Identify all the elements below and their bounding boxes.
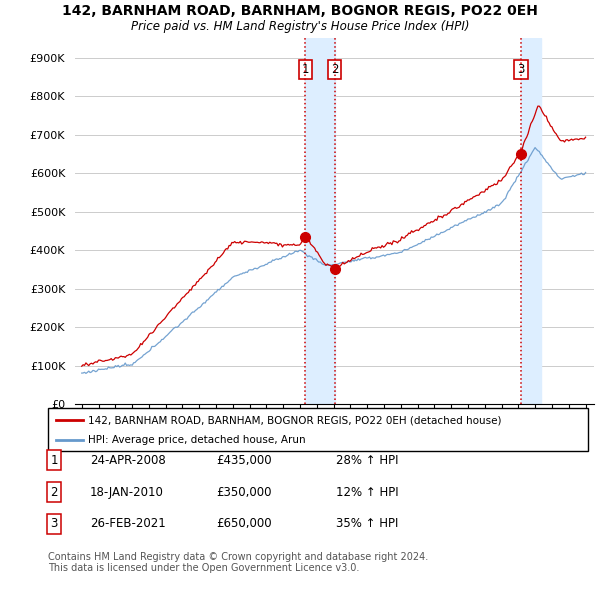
Text: 142, BARNHAM ROAD, BARNHAM, BOGNOR REGIS, PO22 0EH: 142, BARNHAM ROAD, BARNHAM, BOGNOR REGIS…: [62, 4, 538, 18]
Bar: [521, 38, 541, 404]
Text: £350,000: £350,000: [216, 486, 271, 499]
Text: £435,000: £435,000: [216, 454, 272, 467]
Text: HPI: Average price, detached house, Arun: HPI: Average price, detached house, Arun: [89, 435, 306, 445]
Text: 3: 3: [50, 517, 58, 530]
Text: 35% ↑ HPI: 35% ↑ HPI: [336, 517, 398, 530]
Text: 142, BARNHAM ROAD, BARNHAM, BOGNOR REGIS, PO22 0EH (detached house): 142, BARNHAM ROAD, BARNHAM, BOGNOR REGIS…: [89, 415, 502, 425]
Text: 2: 2: [50, 486, 58, 499]
Text: 1: 1: [50, 454, 58, 467]
Text: 12% ↑ HPI: 12% ↑ HPI: [336, 486, 398, 499]
Text: 24-APR-2008: 24-APR-2008: [90, 454, 166, 467]
Text: 1: 1: [302, 63, 309, 76]
Text: 28% ↑ HPI: 28% ↑ HPI: [336, 454, 398, 467]
Text: 26-FEB-2021: 26-FEB-2021: [90, 517, 166, 530]
Text: £650,000: £650,000: [216, 517, 272, 530]
Text: This data is licensed under the Open Government Licence v3.0.: This data is licensed under the Open Gov…: [48, 563, 359, 573]
FancyBboxPatch shape: [48, 408, 588, 451]
Text: 18-JAN-2010: 18-JAN-2010: [90, 486, 164, 499]
Text: 3: 3: [517, 63, 525, 76]
Text: Contains HM Land Registry data © Crown copyright and database right 2024.: Contains HM Land Registry data © Crown c…: [48, 552, 428, 562]
Bar: [305, 38, 335, 404]
Text: Price paid vs. HM Land Registry's House Price Index (HPI): Price paid vs. HM Land Registry's House …: [131, 20, 469, 33]
Text: 2: 2: [331, 63, 338, 76]
